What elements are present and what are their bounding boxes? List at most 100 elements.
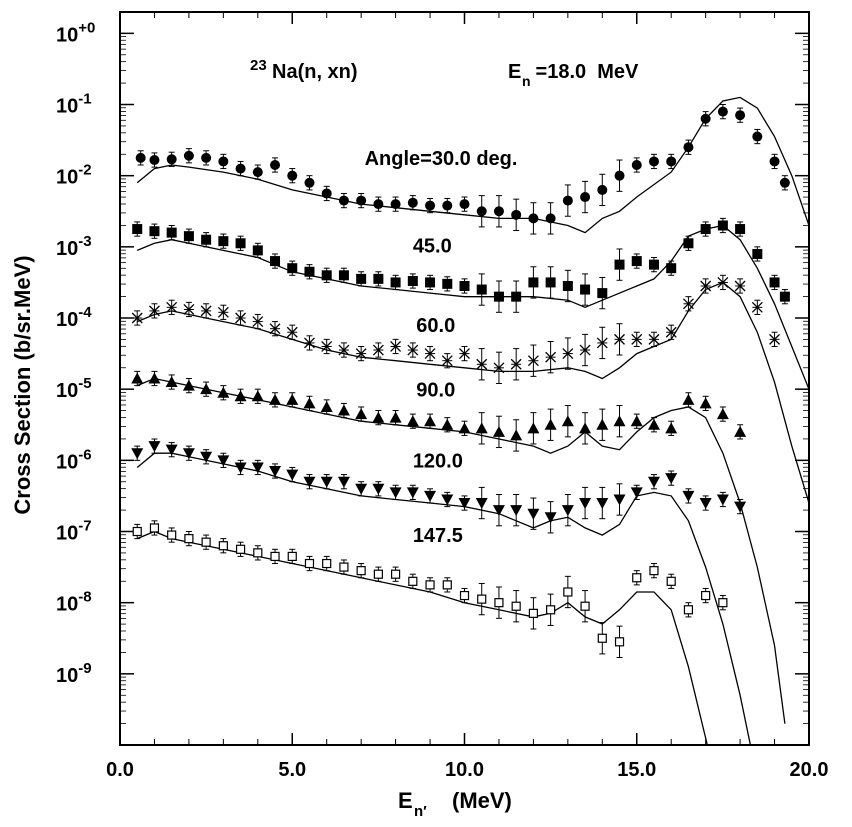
angle-label: 60.0 xyxy=(416,315,455,337)
data-point-cross xyxy=(510,358,522,370)
data-point-cross xyxy=(372,344,384,356)
data-point-cross xyxy=(562,348,574,360)
data-point-triangle-down xyxy=(665,473,678,485)
data-point-triangle-up xyxy=(251,390,264,402)
energy-label: =18.0 MeV xyxy=(530,61,639,83)
y-tick-label: 10-4 xyxy=(56,304,92,331)
data-point-triangle-up xyxy=(561,415,574,427)
data-point-triangle-down xyxy=(544,512,557,524)
data-point-open-square xyxy=(356,566,366,576)
data-point-triangle-up xyxy=(647,418,660,430)
data-point-cross xyxy=(252,316,264,328)
data-point-square xyxy=(166,227,177,238)
series-3 xyxy=(131,370,786,724)
data-point-triangle-down xyxy=(441,494,454,506)
series-4 xyxy=(131,438,752,745)
data-point-open-square xyxy=(649,566,659,576)
data-point-cross xyxy=(424,348,436,360)
data-point-circle xyxy=(321,188,332,199)
data-point-triangle-up xyxy=(406,415,419,427)
data-point-circle xyxy=(166,154,177,165)
data-point-circle xyxy=(614,170,625,181)
data-point-open-square xyxy=(408,576,418,586)
data-point-triangle-down xyxy=(251,462,264,474)
data-point-triangle-up xyxy=(544,418,557,430)
data-point-cross xyxy=(338,344,350,356)
x-tick-label: 20.0 xyxy=(790,759,829,781)
data-point-triangle-up xyxy=(337,404,350,416)
data-point-circle xyxy=(476,206,487,217)
data-point-square xyxy=(373,273,384,284)
data-point-cross xyxy=(751,301,763,313)
data-point-square xyxy=(511,291,522,302)
data-point-cross xyxy=(476,358,488,370)
data-point-cross xyxy=(217,306,229,318)
y-axis-title: Cross Section (b/sr.MeV) xyxy=(10,255,35,514)
data-point-triangle-up xyxy=(269,393,282,405)
data-point-square xyxy=(287,263,298,274)
data-point-circle xyxy=(390,199,401,210)
data-point-triangle-up xyxy=(596,418,609,430)
data-point-triangle-up xyxy=(165,376,178,388)
data-point-circle xyxy=(459,199,470,210)
data-point-open-square xyxy=(287,551,297,562)
data-point-triangle-up xyxy=(234,390,247,402)
data-point-open-square xyxy=(149,523,160,533)
data-point-triangle-down xyxy=(269,466,282,478)
data-point-square xyxy=(493,291,504,302)
data-point-triangle-down xyxy=(510,505,523,517)
data-point-triangle-down xyxy=(699,498,712,510)
data-point-circle xyxy=(769,156,780,167)
data-point-square xyxy=(442,278,453,289)
data-point-triangle-up xyxy=(389,411,402,423)
data-point-triangle-down xyxy=(200,451,213,463)
data-point-cross xyxy=(631,333,643,345)
data-point-triangle-up xyxy=(355,408,368,420)
data-point-triangle-down xyxy=(647,476,660,488)
data-point-circle xyxy=(597,184,608,195)
y-tick-label: 10-6 xyxy=(56,446,92,473)
data-point-triangle-down xyxy=(458,498,471,510)
data-point-open-square xyxy=(459,590,470,601)
data-point-square xyxy=(648,259,659,270)
data-point-triangle-down xyxy=(303,476,316,488)
data-point-square xyxy=(476,284,487,295)
x-axis-title-base: E xyxy=(398,788,413,813)
data-point-cross xyxy=(200,305,212,317)
y-tick-label: 10+0 xyxy=(56,19,95,46)
data-point-open-square xyxy=(580,601,590,611)
data-point-circle xyxy=(442,200,453,211)
data-point-circle xyxy=(356,195,367,206)
x-axis-title-sub: n′ xyxy=(414,803,427,820)
data-point-triangle-down xyxy=(389,487,402,499)
data-point-open-square xyxy=(597,633,607,643)
data-point-square xyxy=(717,220,728,231)
data-point-circle xyxy=(580,192,591,203)
data-point-cross xyxy=(390,341,402,352)
data-point-triangle-down xyxy=(337,476,350,488)
data-point-circle xyxy=(270,160,281,171)
data-point-square xyxy=(321,270,332,281)
data-point-triangle-up xyxy=(527,422,540,434)
data-point-circle xyxy=(545,213,556,224)
data-point-square xyxy=(562,280,573,291)
data-point-triangle-up xyxy=(424,415,437,427)
data-point-open-square xyxy=(322,558,332,569)
data-point-square xyxy=(304,266,315,277)
data-point-triangle-up xyxy=(492,425,505,437)
data-point-circle xyxy=(252,167,263,178)
data-point-cross xyxy=(493,362,505,374)
angle-label: 45.0 xyxy=(413,236,452,258)
x-tick-label: 5.0 xyxy=(278,759,306,781)
data-point-triangle-up xyxy=(613,415,626,427)
data-point-cross xyxy=(321,341,333,352)
data-point-triangle-up xyxy=(510,429,523,441)
y-tick-label: 10-8 xyxy=(56,589,92,616)
data-point-square xyxy=(270,256,281,267)
data-point-triangle-up xyxy=(682,393,695,405)
data-point-triangle-down xyxy=(596,498,609,510)
data-point-triangle-down xyxy=(165,444,178,456)
data-point-triangle-down xyxy=(630,487,643,499)
data-point-triangle-down xyxy=(716,494,729,506)
data-point-square xyxy=(769,277,780,288)
